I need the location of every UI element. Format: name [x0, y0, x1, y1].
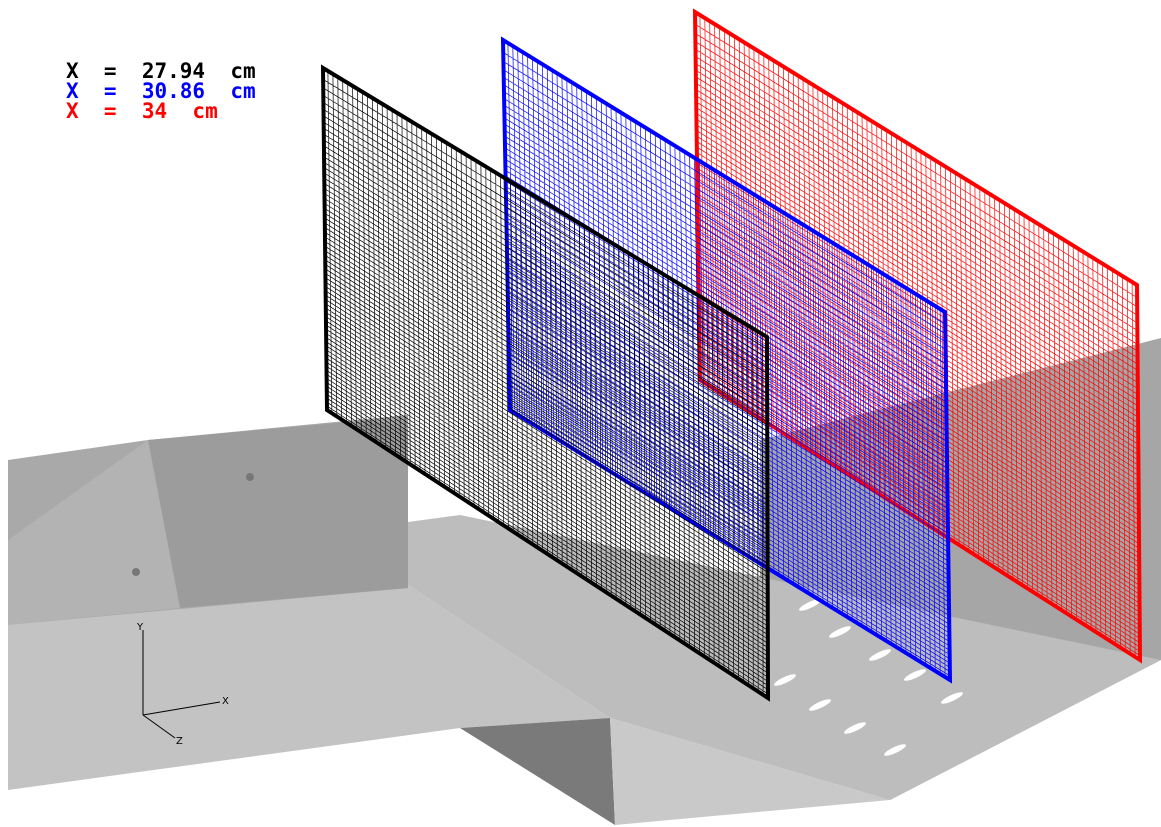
- hole: [132, 568, 140, 576]
- slots: [774, 599, 963, 756]
- mesh-border: [320, 64, 771, 702]
- block-slope: [148, 420, 408, 608]
- legend-label: X = 34 cm: [66, 99, 218, 123]
- mesh-plane: [320, 64, 771, 702]
- ramp: [8, 585, 610, 790]
- axis-label: Z: [176, 736, 183, 747]
- legend: X = 27.94 cm X = 30.86 cm X = 34 cm: [66, 59, 256, 123]
- axis-triad: Y X Z: [136, 622, 229, 747]
- block-side: [8, 440, 180, 625]
- hole: [246, 473, 254, 481]
- mesh-border: [692, 8, 1143, 664]
- step-face: [610, 718, 890, 825]
- axis-label: X: [222, 696, 229, 707]
- axis-line: [142, 714, 176, 739]
- step-shadow: [460, 718, 615, 825]
- axis-line: [142, 701, 221, 716]
- legend-label: X = 27.94 cm: [66, 59, 256, 83]
- geometry: [8, 338, 1161, 825]
- meshes: [320, 8, 1143, 702]
- legend-label: X = 30.86 cm: [66, 79, 256, 103]
- axis-label: Y: [136, 622, 144, 633]
